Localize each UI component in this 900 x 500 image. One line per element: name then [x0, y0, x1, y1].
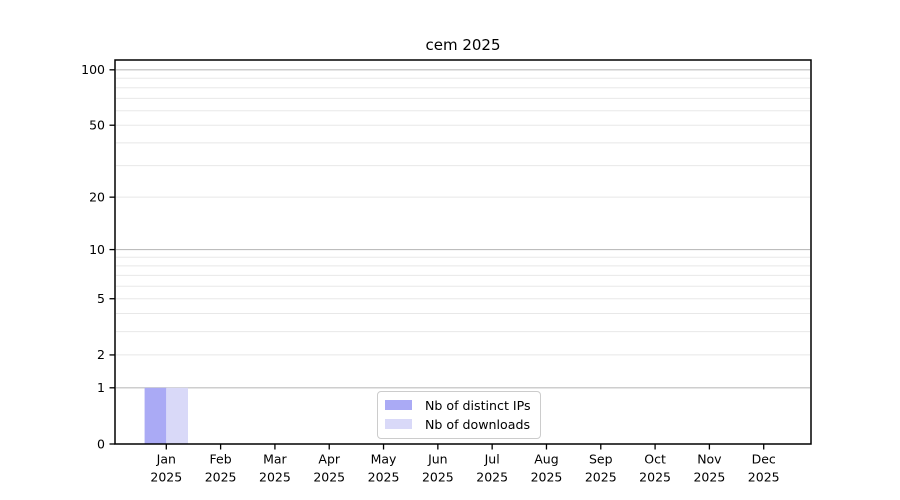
- x-axis-tick-label-month: Oct: [644, 452, 666, 467]
- legend-item-downloads: Nb of downloads: [385, 416, 531, 432]
- x-axis-tick-label-year: 2025: [368, 470, 400, 485]
- x-axis-tick-label-month: Jun: [427, 452, 448, 467]
- x-axis-tick-label-year: 2025: [585, 470, 617, 485]
- x-axis-tick-label-month: Jul: [484, 452, 500, 467]
- x-axis-tick-label-month: May: [371, 452, 397, 467]
- x-axis-tick-label-year: 2025: [639, 470, 671, 485]
- legend-swatch-downloads: [385, 418, 412, 430]
- x-axis-tick-label-year: 2025: [748, 470, 780, 485]
- legend-label-distinct-ips: Nb of distinct IPs: [425, 397, 531, 413]
- y-axis-tick-label: 1: [97, 380, 105, 395]
- y-axis-tick-label: 20: [89, 189, 105, 204]
- x-axis-tick-label-year: 2025: [693, 470, 725, 485]
- y-axis-tick-label: 5: [97, 291, 105, 306]
- x-axis-tick-label-month: Sep: [589, 452, 613, 467]
- x-axis-tick-label-year: 2025: [205, 470, 237, 485]
- y-axis-tick-label: 100: [81, 62, 105, 77]
- x-axis-tick-label-month: Apr: [318, 452, 340, 467]
- x-axis-tick-label-year: 2025: [150, 470, 182, 485]
- bar-jan-downloads: [166, 387, 188, 444]
- x-axis-tick-label-month: Aug: [534, 452, 558, 467]
- legend: Nb of distinct IPs Nb of downloads: [377, 391, 541, 439]
- x-axis-tick-label-year: 2025: [259, 470, 291, 485]
- x-axis-tick-label-year: 2025: [422, 470, 454, 485]
- legend-label-downloads: Nb of downloads: [425, 416, 531, 432]
- y-axis-tick-label: 0: [97, 436, 105, 451]
- x-axis-tick-label-month: Dec: [752, 452, 776, 467]
- bar-jan-distinct-ips: [144, 387, 167, 444]
- y-axis-tick-label: 50: [89, 118, 105, 133]
- legend-swatch-distinct-ips: [385, 399, 412, 411]
- y-axis-tick-label: 10: [89, 242, 105, 257]
- legend-item-distinct-ips: Nb of distinct IPs: [385, 397, 531, 413]
- x-axis-tick-label-month: Jan: [156, 452, 176, 467]
- y-axis-tick-label: 2: [97, 347, 105, 362]
- plot-border: [114, 59, 812, 445]
- x-axis-tick-label-year: 2025: [476, 470, 508, 485]
- x-axis-tick-label-year: 2025: [531, 470, 563, 485]
- x-axis-tick-label-month: Feb: [210, 452, 232, 467]
- x-axis-tick-label-year: 2025: [313, 470, 345, 485]
- chart-title: cem 2025: [425, 36, 501, 54]
- x-axis-tick-label-month: Nov: [697, 452, 722, 467]
- x-axis-tick-label-month: Mar: [263, 452, 287, 467]
